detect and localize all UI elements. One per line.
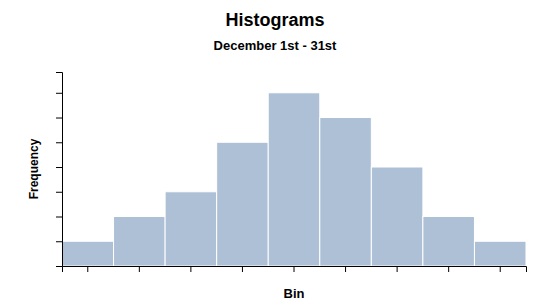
bars <box>62 93 526 266</box>
plot <box>56 73 527 273</box>
x-tick <box>448 266 449 272</box>
chart: Histograms December 1st - 31st Bin Frequenc… <box>0 0 550 308</box>
bar <box>474 241 526 266</box>
y-tick <box>56 217 62 218</box>
y-tick-mark <box>56 118 62 119</box>
x-tick <box>87 266 88 272</box>
x-tick <box>345 266 346 272</box>
subtitle: December 1st - 31st <box>214 38 338 53</box>
x-tick-mark <box>448 266 449 272</box>
x-axis <box>63 266 527 272</box>
x-axis-line <box>63 267 527 273</box>
bar <box>62 241 114 266</box>
x-tick-mark <box>294 266 295 272</box>
x-tick-mark <box>87 266 88 272</box>
x-axis-title: Bin <box>284 286 305 301</box>
y-tick-mark <box>56 217 62 218</box>
y-tick-mark <box>56 241 62 242</box>
x-tick <box>500 266 501 272</box>
bar <box>423 217 475 266</box>
bar <box>320 118 372 266</box>
y-tick <box>56 192 62 193</box>
y-axis <box>56 73 63 267</box>
y-tick-mark <box>56 93 62 94</box>
y-tick <box>56 93 62 94</box>
x-tick-mark <box>397 266 398 272</box>
y-tick <box>56 241 62 242</box>
x-tick <box>139 266 140 272</box>
bar <box>371 167 423 266</box>
x-tick-mark <box>345 266 346 272</box>
y-tick <box>56 142 62 143</box>
y-tick <box>56 266 62 267</box>
bar <box>217 142 269 266</box>
x-tick <box>294 266 295 272</box>
x-tick-mark <box>139 266 140 272</box>
x-tick-mark <box>190 266 191 272</box>
y-tick-mark <box>56 266 62 267</box>
bar <box>268 93 320 266</box>
bar <box>165 192 217 266</box>
x-tick-mark <box>500 266 501 272</box>
bar <box>114 217 166 266</box>
y-axis-line <box>56 73 63 267</box>
y-tick <box>56 167 62 168</box>
y-tick-mark <box>56 142 62 143</box>
title: Histograms <box>225 10 324 30</box>
x-tick <box>242 266 243 272</box>
y-tick-mark <box>56 192 62 193</box>
y-tick <box>56 118 62 119</box>
x-tick <box>190 266 191 272</box>
x-tick-mark <box>242 266 243 272</box>
y-axis-title: Frequency <box>27 138 41 199</box>
y-tick-mark <box>56 167 62 168</box>
x-tick <box>397 266 398 272</box>
